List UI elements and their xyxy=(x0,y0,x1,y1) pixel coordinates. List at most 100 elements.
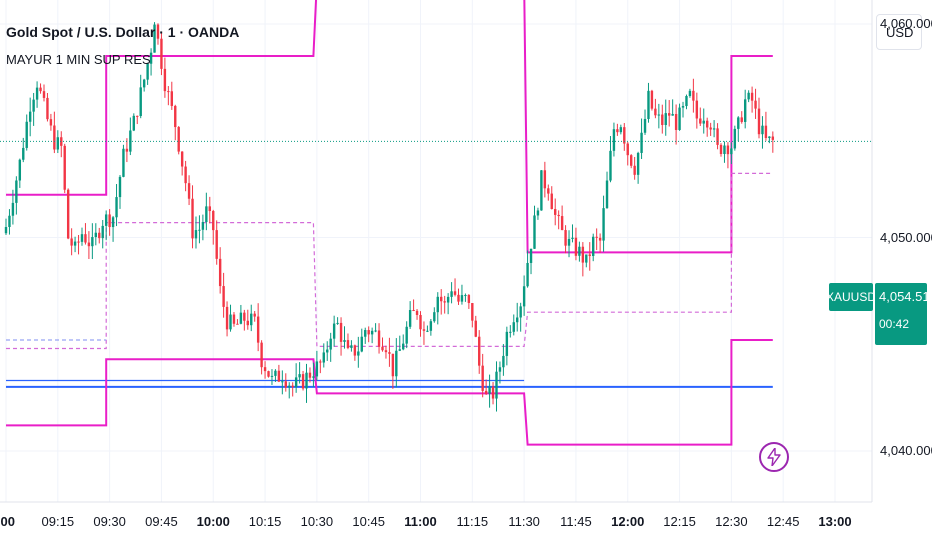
candle-body xyxy=(567,238,571,246)
candle-body xyxy=(702,120,705,124)
time-tick-label: 09:30 xyxy=(93,514,126,529)
time-tick-label: 11:45 xyxy=(560,514,592,529)
candle-body xyxy=(657,114,661,116)
candle-body xyxy=(39,87,42,92)
candle-body xyxy=(163,68,167,92)
candle-body xyxy=(643,118,647,133)
candle-body xyxy=(42,91,46,98)
candle-body xyxy=(388,352,391,354)
candle-body xyxy=(547,188,550,194)
candle-body xyxy=(650,90,654,109)
candle-body xyxy=(187,183,191,199)
candle-body xyxy=(450,291,453,297)
candle-body xyxy=(291,385,294,388)
candle-body xyxy=(664,113,667,126)
candle-body xyxy=(267,371,270,377)
candle-body xyxy=(377,330,381,347)
candle-body xyxy=(250,313,253,326)
candle-body xyxy=(419,314,422,330)
candle-body xyxy=(495,371,498,399)
candle-body xyxy=(408,310,412,327)
candle-body xyxy=(353,345,357,356)
candle-body xyxy=(336,322,339,324)
candle-body xyxy=(484,390,488,394)
candle-body xyxy=(239,312,243,324)
support-resistance-levels xyxy=(6,0,773,446)
candle-body xyxy=(519,306,522,318)
candle-body xyxy=(80,234,84,242)
candle-body xyxy=(218,258,222,287)
time-tick-label: 12:30 xyxy=(715,514,748,529)
candle-body xyxy=(616,129,619,133)
candle-body xyxy=(49,119,53,126)
candle-body xyxy=(612,129,616,151)
candle-body xyxy=(550,193,553,210)
candle-body xyxy=(509,331,512,333)
candle-body xyxy=(339,322,343,342)
candle-body xyxy=(184,166,187,184)
candle-body xyxy=(674,113,678,130)
candle-body xyxy=(281,381,284,383)
candle-body xyxy=(564,230,567,246)
time-tick-label: 13:00 xyxy=(818,514,852,529)
currency-button[interactable]: USD xyxy=(876,14,922,50)
candle-body xyxy=(395,350,398,377)
candle-body xyxy=(526,262,529,287)
candle-body xyxy=(446,296,450,303)
candle-body xyxy=(595,236,598,238)
candle-body xyxy=(719,144,723,154)
candle-body xyxy=(332,323,336,339)
candle-body xyxy=(522,286,526,307)
candle-body xyxy=(277,370,281,382)
candle-body xyxy=(761,125,764,135)
candle-body xyxy=(598,237,602,241)
candle-body xyxy=(750,92,754,101)
candle-body xyxy=(77,241,80,243)
candle-body xyxy=(156,24,160,39)
lightning-icon[interactable] xyxy=(759,442,789,472)
candle-body xyxy=(540,170,543,211)
candle-body xyxy=(533,215,536,249)
candle-body xyxy=(402,343,405,350)
candle-body xyxy=(768,136,771,139)
candle-body xyxy=(232,314,236,324)
candle-body xyxy=(364,330,367,337)
candle-body xyxy=(619,127,623,133)
candle-body xyxy=(654,108,657,116)
candle-body xyxy=(743,99,747,122)
candle-body xyxy=(460,295,464,302)
last-price-value: 4,054.515 xyxy=(879,289,932,304)
candle-body xyxy=(592,236,595,257)
candle-body xyxy=(329,338,332,350)
candle-body xyxy=(70,238,73,246)
indicator-label[interactable]: MAYUR 1 MIN SUP RES xyxy=(6,52,151,67)
candle-body xyxy=(505,331,509,356)
candle-body xyxy=(343,340,346,342)
candle-body xyxy=(125,148,129,152)
candle-body xyxy=(626,143,629,156)
candle-body xyxy=(32,99,35,112)
candle-body xyxy=(118,176,122,198)
candle-body xyxy=(84,234,87,243)
candle-body xyxy=(8,215,11,228)
symbol-tag: XAUUSD xyxy=(826,283,876,311)
candle-body xyxy=(53,125,56,150)
time-tick-label: 11:15 xyxy=(456,514,489,529)
candle-body xyxy=(201,222,205,230)
candle-body xyxy=(764,125,768,139)
candle-body xyxy=(602,208,605,241)
price-tick-label: 4,050.000 xyxy=(880,229,932,245)
candle-body xyxy=(733,128,737,149)
candle-body xyxy=(222,286,225,307)
candle-body xyxy=(705,120,709,128)
candle-body xyxy=(381,346,384,351)
candle-body xyxy=(740,117,743,122)
candle-body xyxy=(129,130,132,152)
candle-body xyxy=(426,330,429,332)
candle-body xyxy=(671,113,674,116)
candle-body xyxy=(253,313,256,317)
time-tick-label: 12:45 xyxy=(766,514,800,529)
candle-body xyxy=(63,145,66,190)
candle-body xyxy=(370,330,374,335)
